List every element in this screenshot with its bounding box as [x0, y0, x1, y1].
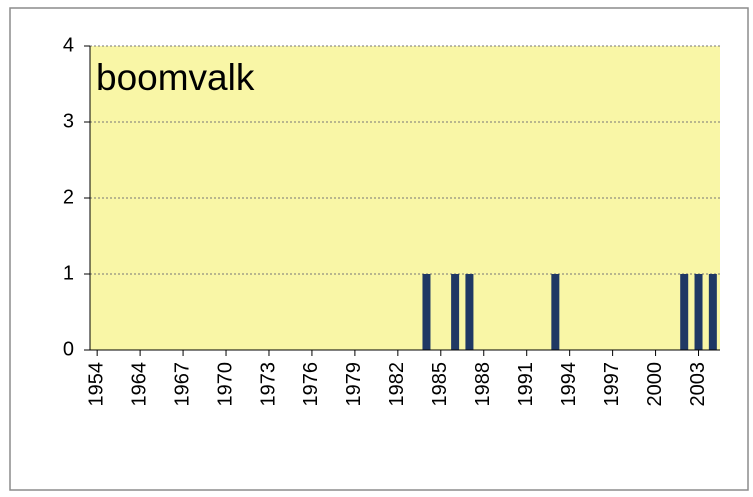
x-tick-label: 1985 — [429, 362, 451, 407]
bar — [680, 274, 689, 350]
x-tick-label: 1973 — [257, 362, 279, 407]
bar — [465, 274, 474, 350]
y-tick-label: 3 — [63, 110, 74, 132]
y-tick-label: 1 — [63, 262, 74, 284]
x-tick-label: 1988 — [472, 362, 494, 407]
x-tick-label: 1982 — [386, 362, 408, 407]
y-tick-label: 2 — [63, 186, 74, 208]
chart-title: boomvalk — [96, 57, 255, 98]
x-tick-label: 1967 — [171, 362, 193, 407]
bar — [694, 274, 703, 350]
x-tick-label: 1979 — [343, 362, 365, 407]
x-tick-label: 2003 — [687, 362, 709, 407]
x-tick-label: 2000 — [644, 362, 666, 407]
x-tick-label: 1964 — [128, 362, 150, 407]
bar — [451, 274, 460, 350]
x-tick-label: 1954 — [85, 362, 107, 407]
bar — [422, 274, 431, 350]
bar — [708, 274, 717, 350]
y-tick-label: 0 — [63, 338, 74, 360]
x-tick-label: 1991 — [515, 362, 537, 407]
x-tick-label: 1970 — [214, 362, 236, 407]
x-tick-label: 1976 — [300, 362, 322, 407]
x-tick-label: 1997 — [601, 362, 623, 407]
x-tick-label: 1994 — [558, 362, 580, 407]
bar — [551, 274, 560, 350]
y-tick-label: 4 — [63, 34, 74, 56]
